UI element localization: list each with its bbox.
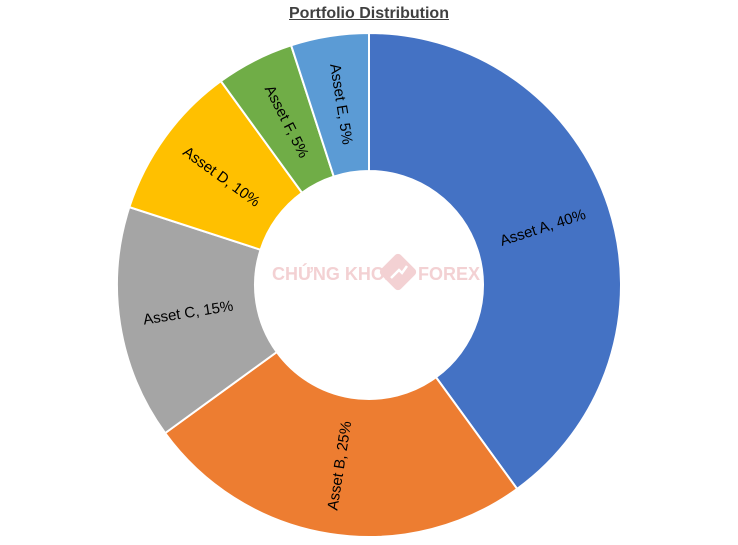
slices-layer: [116, 31, 622, 538]
watermark-left-text: CHỨNG KHOÁN: [272, 263, 411, 284]
slice-asset-a: [368, 31, 622, 491]
watermark-logo: [379, 253, 417, 291]
slice-asset-e: [289, 31, 370, 178]
chart-title: Portfolio Distribution: [289, 5, 449, 22]
watermark-right-text: FOREX: [418, 264, 480, 284]
slice-asset-b: [163, 350, 519, 538]
slice-asset-c: [116, 205, 279, 435]
watermark: CHỨNG KHOÁN FOREX: [272, 253, 480, 291]
